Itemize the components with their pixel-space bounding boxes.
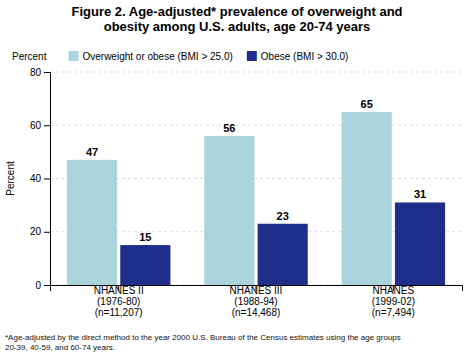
tick-label: 80 [30, 67, 42, 78]
bar [342, 112, 392, 285]
tick: 20 [30, 226, 50, 237]
y-axis: 0 20 40 60 80 [30, 67, 51, 291]
text-line: obesity among U.S. adults, age 20-74 yea… [104, 19, 371, 34]
legend-swatch [247, 51, 257, 61]
grid [50, 72, 462, 285]
tick-label: NHANES II(1976-80)(n=11,207) [94, 285, 144, 318]
tick-label: 60 [30, 120, 42, 131]
tick: NHANES(1999-02)(n=7,494) [372, 285, 415, 318]
tick-mark [44, 285, 50, 286]
text-line: (1988-94) [234, 296, 277, 307]
data-label: 47 [86, 146, 98, 158]
legend-swatch [68, 51, 78, 61]
tick-mark [44, 125, 50, 126]
tick: 40 [30, 173, 50, 184]
axis-line [44, 73, 51, 286]
text-line: Figure 2. Age-adjusted* prevalence of ov… [71, 4, 402, 19]
bar [120, 245, 170, 285]
chart: Figure 2. Age-adjusted* prevalence of ov… [0, 0, 474, 355]
bar [395, 202, 445, 285]
data-label: 65 [361, 98, 373, 110]
tick: NHANES III(1988-94)(n=14,468) [230, 285, 283, 318]
text-line: (1999-02) [372, 296, 415, 307]
legend-label: Overweight or obese (BMI > 25.0) [82, 51, 232, 62]
bar [258, 224, 308, 285]
legend: Overweight or obese (BMI > 25.0) Obese (B… [68, 51, 348, 62]
text-line: (n=14,468) [232, 307, 281, 318]
data-label: 56 [223, 122, 235, 134]
grid-line [50, 72, 462, 73]
text-line: NHANES [372, 285, 414, 296]
data-label: 31 [414, 188, 426, 200]
tick-label: NHANES III(1988-94)(n=14,468) [230, 285, 283, 318]
data-labels: 47 56 65 15 23 31 [86, 98, 426, 243]
tick: 60 [30, 120, 50, 131]
tick-label: 40 [30, 173, 42, 184]
legend-item: Overweight or obese (BMI > 25.0) [68, 51, 232, 62]
data-label: 15 [139, 231, 151, 243]
bar [204, 136, 254, 285]
grid-line [50, 125, 462, 126]
plot: 020406080NHANES II(1976-80)(n=11,207)NHA… [30, 67, 463, 318]
text-line: (n=11,207) [95, 307, 143, 318]
footnote: *Age-adjusted by the direct method to th… [5, 333, 401, 352]
tick-mark [44, 179, 50, 180]
text-line: 20-39, 40-59, and 60-74 years. [5, 343, 115, 352]
x-axis: NHANES II(1976-80)(n=11,207)NHANES III(1… [51, 285, 463, 318]
data-label: 23 [277, 210, 289, 222]
bars [67, 112, 445, 285]
tick-mark [44, 232, 50, 233]
tick: NHANES II(1976-80)(n=11,207) [94, 285, 144, 318]
tick-mark [44, 72, 50, 73]
bar [67, 160, 117, 285]
tick-label: 0 [35, 280, 41, 291]
legend-item: Obese (BMI > 30.0) [247, 51, 349, 62]
text-line: NHANES II [94, 285, 144, 296]
text-line: (n=7,494) [372, 307, 415, 318]
tick-label: 20 [30, 226, 42, 237]
title: Figure 2. Age-adjusted* prevalence of ov… [71, 4, 402, 34]
axis-title: Percent [12, 51, 47, 62]
axis-title: Percent [5, 161, 16, 196]
text-line: (1976-80) [97, 296, 140, 307]
text-line: NHANES III [230, 285, 283, 296]
text-line: *Age-adjusted by the direct method to th… [5, 333, 401, 342]
tick: 80 [30, 67, 50, 78]
tick: 0 [35, 280, 50, 291]
tick-label: NHANES(1999-02)(n=7,494) [372, 285, 415, 318]
legend-label: Obese (BMI > 30.0) [261, 51, 349, 62]
